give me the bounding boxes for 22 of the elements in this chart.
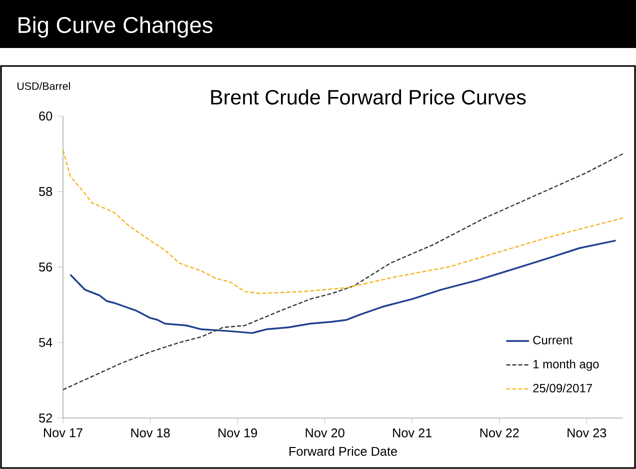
x-tick-label: Nov 22	[480, 428, 519, 438]
chart-subtitle: Brent Crude Forward Price Curves	[211, 89, 526, 105]
x-tick-label: Nov 23	[568, 428, 606, 438]
x-tick-label: Nov 21	[393, 428, 432, 438]
y-tick-label: 54	[39, 338, 52, 347]
line-series	[69, 240, 617, 334]
y-tick-label: 52	[39, 414, 52, 422]
legend-label: 25/09/2017	[533, 384, 592, 392]
legend-label: 1 month ago	[533, 360, 599, 371]
x-tick-label: Nov 18	[131, 428, 170, 438]
x-axis-title: Forward Price Date	[289, 446, 397, 456]
y-tick-label: 60	[39, 112, 52, 120]
x-tick-label: Nov 17	[44, 428, 82, 438]
line-series	[63, 153, 624, 390]
y-tick-label: 58	[39, 187, 52, 196]
legend-label: Current	[533, 336, 572, 344]
x-tick-label: Nov 19	[218, 428, 257, 438]
x-tick-label: Nov 20	[306, 428, 344, 438]
y-axis-title: USD/Barrel	[18, 82, 70, 90]
chart-title: Big Curve Changes	[18, 16, 212, 38]
line-series	[63, 149, 624, 294]
y-tick-label: 56	[39, 262, 52, 272]
